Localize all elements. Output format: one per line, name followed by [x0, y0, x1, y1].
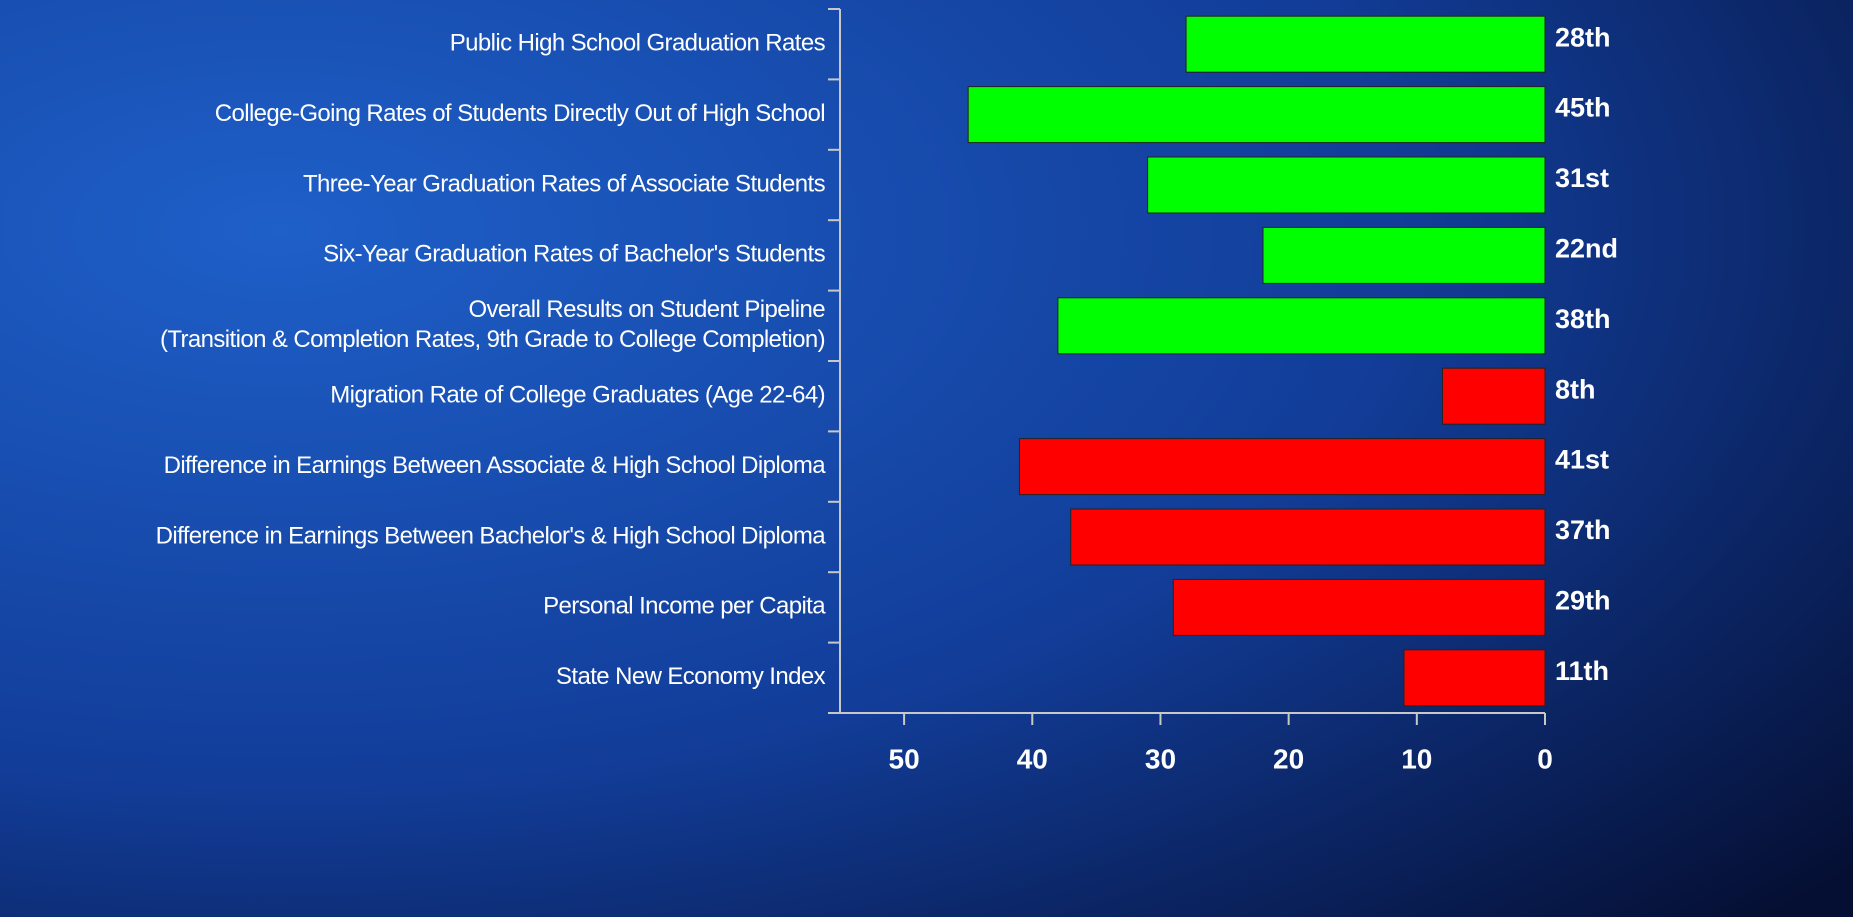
category-label: Migration Rate of College Graduates (Age…	[330, 382, 825, 409]
x-tick-label: 40	[1017, 743, 1048, 774]
bar	[1172, 578, 1546, 636]
value-label: 22nd	[1555, 234, 1618, 264]
category-label: Public High School Graduation Rates	[450, 30, 826, 57]
value-label: 38th	[1555, 304, 1611, 334]
category-label: State New Economy Index	[556, 663, 826, 690]
category-label: Personal Income per Capita	[543, 593, 826, 620]
category-label-line: (Transition & Completion Rates, 9th Grad…	[160, 326, 825, 353]
category-label: Six-Year Graduation Rates of Bachelor's …	[323, 241, 825, 268]
value-label: 45th	[1555, 93, 1611, 123]
bar	[1441, 367, 1546, 425]
value-label: 37th	[1555, 515, 1611, 545]
x-tick-label: 20	[1273, 743, 1304, 774]
category-label: Difference in Earnings Between Bachelor'…	[156, 522, 827, 549]
category-label-line: Overall Results on Student Pipeline	[468, 296, 825, 323]
category-label: Difference in Earnings Between Associate…	[164, 452, 827, 479]
bar	[1070, 508, 1546, 566]
bar	[1057, 297, 1546, 355]
bar	[1147, 156, 1546, 214]
bar	[1185, 15, 1546, 73]
value-label: 11th	[1555, 656, 1609, 686]
category-label: College-Going Rates of Students Directly…	[215, 100, 825, 127]
bar	[967, 86, 1546, 144]
value-label: 41st	[1555, 445, 1609, 475]
bar	[1262, 226, 1546, 284]
value-label: 29th	[1555, 586, 1611, 616]
x-tick-label: 0	[1537, 743, 1553, 774]
bar	[1018, 438, 1546, 496]
category-label: Overall Results on Student Pipeline (Tran…	[160, 296, 825, 353]
value-label: 28th	[1555, 22, 1611, 52]
value-label: 8th	[1555, 374, 1596, 404]
bar	[1403, 649, 1546, 707]
category-label: Three-Year Graduation Rates of Associate…	[303, 170, 826, 197]
x-tick-label: 50	[889, 743, 920, 774]
value-label: 31st	[1555, 163, 1609, 193]
x-tick-label: 30	[1145, 743, 1176, 774]
x-tick-label: 10	[1401, 743, 1432, 774]
